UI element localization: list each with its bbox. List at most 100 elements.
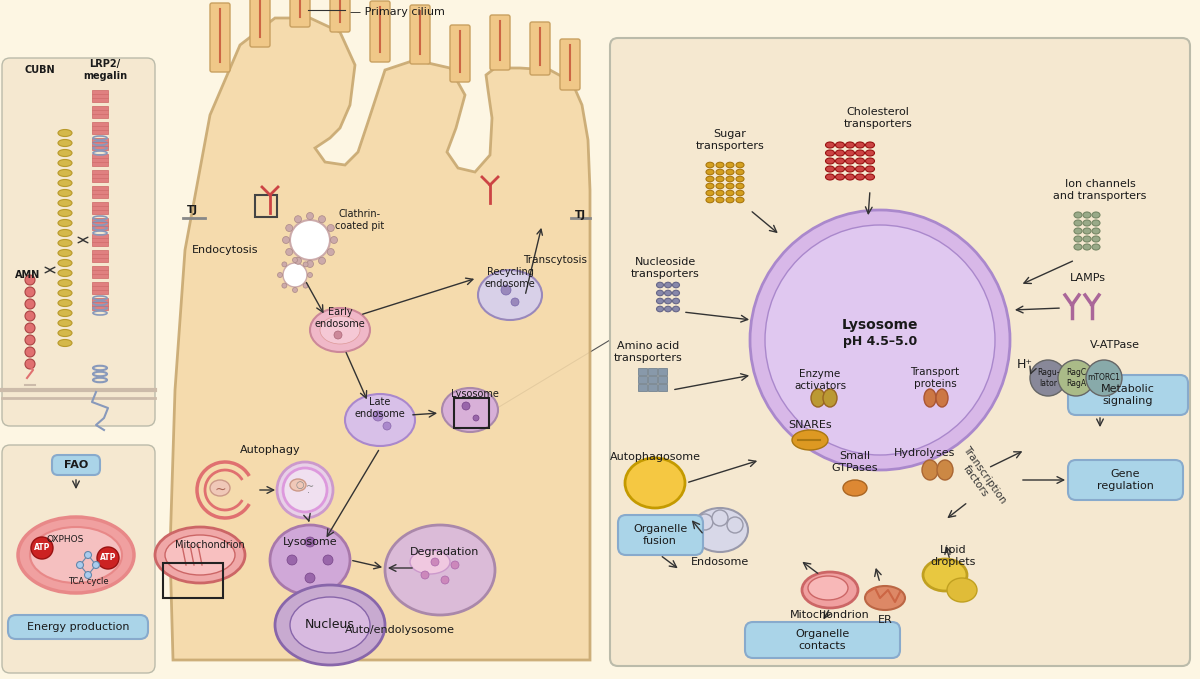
Ellipse shape bbox=[58, 170, 72, 177]
Bar bbox=[256, 195, 277, 217]
Ellipse shape bbox=[155, 527, 245, 583]
Ellipse shape bbox=[716, 177, 724, 182]
Bar bbox=[92, 170, 108, 182]
Ellipse shape bbox=[656, 306, 664, 312]
Ellipse shape bbox=[726, 162, 734, 168]
Ellipse shape bbox=[826, 166, 834, 172]
Circle shape bbox=[421, 571, 430, 579]
Ellipse shape bbox=[736, 190, 744, 196]
Circle shape bbox=[334, 331, 342, 339]
Ellipse shape bbox=[865, 158, 875, 164]
Ellipse shape bbox=[275, 585, 385, 665]
Text: Nucleus: Nucleus bbox=[305, 619, 355, 631]
Circle shape bbox=[84, 572, 91, 579]
Circle shape bbox=[306, 213, 313, 219]
Circle shape bbox=[502, 285, 511, 295]
FancyBboxPatch shape bbox=[8, 615, 148, 639]
Ellipse shape bbox=[856, 158, 864, 164]
FancyBboxPatch shape bbox=[560, 39, 580, 90]
FancyBboxPatch shape bbox=[1068, 375, 1188, 415]
Circle shape bbox=[84, 551, 91, 559]
Ellipse shape bbox=[665, 290, 672, 296]
Circle shape bbox=[293, 287, 298, 293]
Ellipse shape bbox=[692, 508, 748, 552]
Bar bbox=[658, 376, 667, 383]
Ellipse shape bbox=[856, 150, 864, 156]
Ellipse shape bbox=[672, 282, 679, 288]
Ellipse shape bbox=[672, 298, 679, 304]
Text: Hydrolyses: Hydrolyses bbox=[894, 448, 955, 458]
Text: Auto/endolysosome: Auto/endolysosome bbox=[346, 625, 455, 635]
Ellipse shape bbox=[706, 198, 714, 203]
Text: Mitochondrion: Mitochondrion bbox=[175, 540, 245, 550]
Bar bbox=[638, 376, 647, 383]
Circle shape bbox=[287, 555, 298, 565]
Ellipse shape bbox=[310, 308, 370, 352]
Ellipse shape bbox=[672, 306, 679, 312]
Bar bbox=[658, 368, 667, 375]
Ellipse shape bbox=[856, 142, 864, 148]
Circle shape bbox=[25, 299, 35, 309]
Circle shape bbox=[25, 323, 35, 333]
Ellipse shape bbox=[706, 169, 714, 175]
Circle shape bbox=[750, 210, 1010, 470]
Text: Endosome: Endosome bbox=[691, 557, 749, 567]
Text: FAO: FAO bbox=[64, 460, 88, 470]
Bar bbox=[92, 202, 108, 214]
Bar bbox=[92, 266, 108, 278]
Text: Lysosome: Lysosome bbox=[283, 537, 337, 547]
Bar bbox=[92, 234, 108, 246]
Bar bbox=[648, 384, 658, 391]
FancyBboxPatch shape bbox=[2, 445, 155, 673]
Ellipse shape bbox=[802, 572, 858, 608]
Circle shape bbox=[305, 573, 314, 583]
Text: Degradation: Degradation bbox=[410, 547, 480, 557]
Ellipse shape bbox=[923, 559, 967, 591]
Bar bbox=[92, 106, 108, 118]
Circle shape bbox=[31, 537, 53, 559]
Text: Lipid
droplets: Lipid droplets bbox=[930, 545, 976, 567]
Text: Lysosome: Lysosome bbox=[451, 389, 499, 399]
Text: SNAREs: SNAREs bbox=[788, 420, 832, 430]
FancyBboxPatch shape bbox=[370, 1, 390, 62]
Ellipse shape bbox=[808, 576, 848, 600]
Ellipse shape bbox=[58, 149, 72, 156]
Ellipse shape bbox=[736, 198, 744, 203]
PathPatch shape bbox=[295, 2, 308, 15]
Ellipse shape bbox=[726, 183, 734, 189]
Bar bbox=[454, 398, 490, 428]
Ellipse shape bbox=[726, 190, 734, 196]
Ellipse shape bbox=[846, 158, 854, 164]
Circle shape bbox=[1086, 360, 1122, 396]
Ellipse shape bbox=[792, 430, 828, 450]
Text: ·: · bbox=[306, 488, 310, 498]
Bar bbox=[92, 250, 108, 262]
Ellipse shape bbox=[865, 142, 875, 148]
Ellipse shape bbox=[656, 282, 664, 288]
Ellipse shape bbox=[1092, 236, 1100, 242]
FancyBboxPatch shape bbox=[745, 622, 900, 658]
Ellipse shape bbox=[166, 535, 235, 575]
Text: ~: ~ bbox=[214, 483, 226, 497]
Text: Clathrin-
coated pit: Clathrin- coated pit bbox=[335, 209, 384, 231]
Ellipse shape bbox=[665, 306, 672, 312]
Bar bbox=[92, 298, 108, 310]
Ellipse shape bbox=[1092, 220, 1100, 226]
Circle shape bbox=[306, 261, 313, 268]
Ellipse shape bbox=[826, 150, 834, 156]
Ellipse shape bbox=[58, 270, 72, 276]
FancyBboxPatch shape bbox=[250, 0, 270, 47]
Circle shape bbox=[282, 283, 287, 288]
Ellipse shape bbox=[656, 298, 664, 304]
Text: ATP: ATP bbox=[100, 553, 116, 562]
Bar bbox=[163, 563, 223, 598]
Ellipse shape bbox=[58, 259, 72, 266]
Ellipse shape bbox=[385, 525, 496, 615]
Ellipse shape bbox=[716, 190, 724, 196]
Ellipse shape bbox=[1074, 228, 1082, 234]
Circle shape bbox=[294, 216, 301, 223]
Circle shape bbox=[286, 249, 293, 255]
Circle shape bbox=[294, 257, 301, 264]
Text: ER: ER bbox=[877, 615, 893, 625]
Ellipse shape bbox=[1074, 212, 1082, 218]
